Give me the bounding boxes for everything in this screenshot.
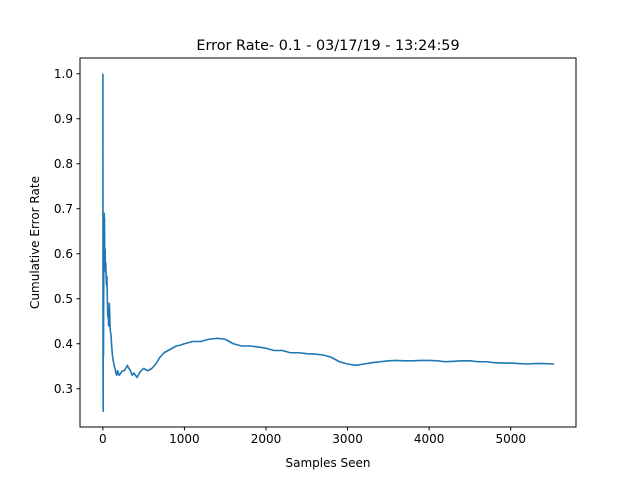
plot-frame	[79, 57, 577, 428]
y-axis-ticks: 0.3 0.4 0.5 0.6 0.7 0.8 0.9 1.0	[54, 67, 80, 396]
x-tick-label: 2000	[251, 432, 282, 446]
series-group	[102, 73, 555, 413]
y-tick-label: 0.4	[54, 337, 73, 351]
x-axis-label: Samples Seen	[285, 456, 370, 470]
x-tick-label: 1000	[169, 432, 200, 446]
y-tick-label: 0.3	[54, 382, 73, 396]
y-tick-label: 0.6	[54, 247, 73, 261]
y-tick-label: 0.8	[54, 157, 73, 171]
x-axis-ticks: 0 1000 2000 3000 4000 5000	[99, 427, 526, 446]
chart-title: Error Rate- 0.1 - 03/17/19 - 13:24:59	[196, 38, 459, 54]
y-tick-label: 1.0	[54, 67, 73, 81]
series-line	[102, 73, 555, 413]
y-tick-label: 0.7	[54, 202, 73, 216]
x-tick-label: 5000	[495, 432, 526, 446]
x-tick-label: 3000	[332, 432, 363, 446]
x-tick-label: 0	[99, 432, 107, 446]
y-tick-label: 0.5	[54, 292, 73, 306]
y-axis-label: Cumulative Error Rate	[28, 176, 42, 309]
x-tick-label: 4000	[414, 432, 445, 446]
y-tick-label: 0.9	[54, 112, 73, 126]
